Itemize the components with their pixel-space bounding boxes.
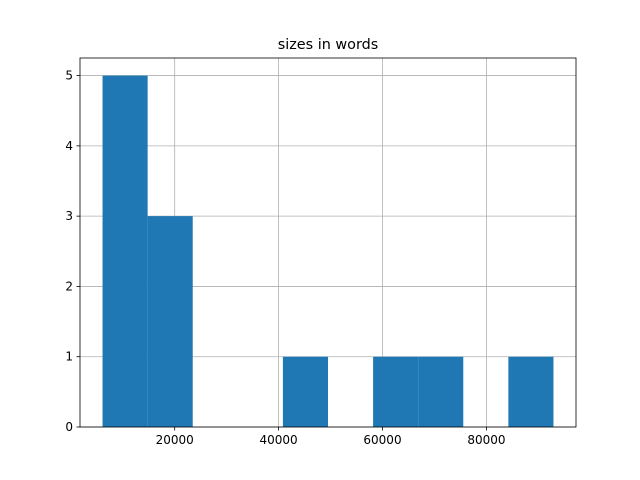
plot-frame: [79, 57, 577, 428]
x-tick-label: 40000: [260, 433, 298, 447]
x-tick-label: 60000: [363, 433, 401, 447]
y-tick-label: 3: [65, 209, 73, 223]
bar: [373, 356, 419, 427]
y-tick-label: 5: [65, 69, 73, 83]
bar: [282, 356, 328, 427]
bar: [418, 356, 464, 427]
bar: [508, 356, 554, 427]
x-tick-label: 80000: [467, 433, 505, 447]
y-tick-label: 4: [65, 139, 73, 153]
y-tick-label: 1: [65, 350, 73, 364]
x-tick-label: 20000: [156, 433, 194, 447]
y-tick-label: 2: [65, 279, 73, 293]
bar: [102, 75, 148, 428]
chart-title: sizes in words: [278, 37, 379, 53]
y-tick-label: 0: [65, 420, 73, 434]
bar: [147, 216, 193, 427]
